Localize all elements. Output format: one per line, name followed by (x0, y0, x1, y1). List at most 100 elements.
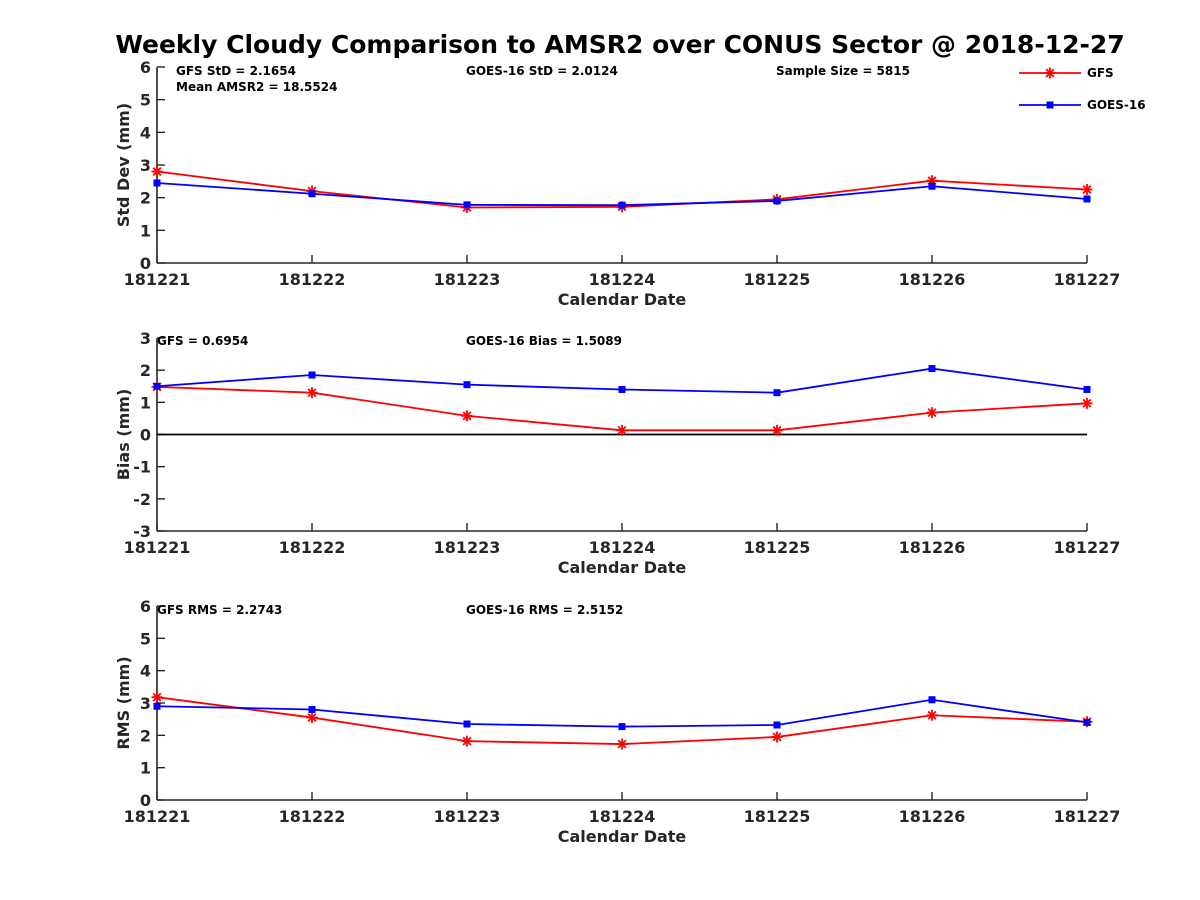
data-point (1083, 195, 1091, 203)
x-tick-label: 181222 (279, 807, 346, 826)
y-tick-label: -2 (133, 490, 151, 509)
x-axis-label: Calendar Date (558, 290, 687, 309)
series-goes-16 (153, 696, 1091, 731)
data-point (153, 382, 161, 390)
data-point-stroke (462, 736, 472, 746)
y-tick-label: 5 (140, 91, 151, 110)
data-point (928, 365, 936, 373)
data-point (151, 166, 163, 178)
y-tick-label: 6 (140, 597, 151, 616)
data-point-stroke (1082, 185, 1092, 194)
data-point-stroke (772, 732, 782, 742)
chart-title: Weekly Cloudy Comparison to AMSR2 over C… (115, 30, 1125, 59)
data-point-stroke (152, 167, 162, 177)
data-point (616, 738, 628, 750)
legend-marker (1046, 101, 1054, 109)
y-tick-label: -3 (133, 522, 151, 541)
data-point (618, 385, 626, 393)
legend-label: GFS (1087, 66, 1114, 80)
data-point (616, 424, 628, 436)
data-point (771, 424, 783, 436)
stat-annotation: GFS = 0.6954 (157, 334, 248, 348)
x-tick-label: 181227 (1054, 538, 1121, 557)
stat-annotation: Sample Size = 5815 (776, 64, 910, 78)
data-point (928, 182, 936, 190)
x-tick-label: 181225 (744, 538, 811, 557)
data-point (926, 407, 938, 419)
x-axis-label: Calendar Date (558, 827, 687, 846)
x-tick-label: 181225 (744, 807, 811, 826)
x-axis-label: Calendar Date (558, 558, 687, 577)
legend-marker (1044, 67, 1056, 79)
series-line (156, 385, 1088, 432)
data-point (1083, 385, 1091, 393)
y-tick-label: 1 (140, 221, 151, 240)
legend-entry: GFS (1019, 66, 1114, 80)
data-point (926, 709, 938, 721)
y-tick-label: 1 (140, 393, 151, 412)
data-point-stroke (152, 692, 162, 702)
stat-annotation: GOES-16 RMS = 2.5152 (466, 603, 623, 617)
y-tick-label: 0 (140, 791, 151, 810)
data-point (461, 410, 473, 422)
data-point (153, 702, 161, 710)
data-point (618, 201, 626, 209)
y-tick-label: 2 (140, 189, 151, 208)
data-point (151, 691, 163, 703)
data-point-stroke (927, 710, 937, 720)
data-point (461, 735, 473, 747)
data-point (1083, 718, 1091, 726)
data-point (308, 705, 316, 713)
data-point (1081, 184, 1093, 195)
stat-annotation: Mean AMSR2 = 18.5524 (176, 80, 337, 94)
series-gfs (151, 691, 1093, 750)
y-tick-label: 4 (140, 662, 151, 681)
data-point (928, 696, 936, 704)
series-line (156, 698, 1088, 728)
x-tick-label: 181226 (899, 807, 966, 826)
x-tick-label: 181225 (744, 270, 811, 289)
x-tick-label: 181226 (899, 270, 966, 289)
stat-annotation: GOES-16 StD = 2.0124 (466, 64, 618, 78)
stat-annotation: GOES-16 Bias = 1.5089 (466, 334, 622, 348)
y-axis-label: RMS (mm) (114, 656, 133, 749)
x-tick-label: 181221 (124, 807, 191, 826)
data-point (771, 731, 783, 743)
data-point-stroke (927, 408, 937, 418)
y-tick-label: 6 (140, 58, 151, 77)
legend: GFS GOES-16 (1019, 66, 1146, 112)
stat-annotation: GFS StD = 2.1654 (176, 64, 296, 78)
data-point-stroke (772, 425, 782, 435)
panel-3: 0 1 2 3 4 5 6 181221 181222 181223 181224 181225 181… (114, 597, 1120, 846)
data-point (153, 179, 161, 187)
y-tick-label: 3 (140, 329, 151, 348)
data-point (463, 201, 471, 209)
data-point-stroke (462, 411, 472, 421)
x-tick-label: 181227 (1054, 270, 1121, 289)
x-tick-label: 181223 (434, 270, 501, 289)
data-point (463, 720, 471, 728)
stat-annotation: GFS RMS = 2.2743 (157, 603, 282, 617)
x-tick-label: 181224 (589, 270, 656, 289)
series-line (156, 696, 1088, 745)
y-tick-label: 0 (140, 254, 151, 273)
data-point (308, 190, 316, 198)
x-tick-label: 181222 (279, 538, 346, 557)
data-point (773, 197, 781, 205)
x-tick-label: 181224 (589, 538, 656, 557)
y-tick-label: 2 (140, 361, 151, 380)
y-axis-label: Bias (mm) (114, 389, 133, 481)
y-axis-label: Std Dev (mm) (114, 103, 133, 227)
x-tick-label: 181224 (589, 807, 656, 826)
x-tick-label: 181223 (434, 538, 501, 557)
y-tick-label: 4 (140, 123, 151, 142)
y-tick-label: 5 (140, 629, 151, 648)
x-tick-label: 181227 (1054, 807, 1121, 826)
series-goes-16 (153, 179, 1091, 209)
data-point (308, 371, 316, 379)
y-tick-label: 2 (140, 726, 151, 745)
y-tick-label: 3 (140, 156, 151, 175)
data-point (306, 712, 318, 724)
x-tick-label: 181222 (279, 270, 346, 289)
legend-marker-stroke (1045, 68, 1055, 78)
